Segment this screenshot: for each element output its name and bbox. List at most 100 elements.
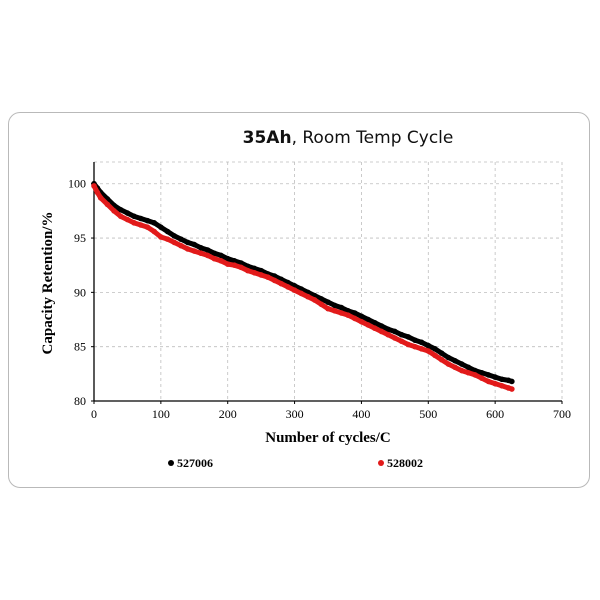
data-point-528002-260	[265, 274, 271, 280]
data-point-528002-140	[184, 246, 191, 252]
data-point-528002-600	[492, 380, 498, 387]
series-527006	[91, 180, 515, 385]
x-tick-label-300: 300	[286, 407, 304, 421]
data-point-528002-430	[378, 328, 385, 335]
data-point-528002-240	[251, 270, 258, 276]
data-point-527006-130	[178, 236, 184, 242]
data-point-528002-625	[509, 386, 515, 392]
series-528002	[91, 183, 515, 392]
data-point-528002-160	[198, 250, 204, 257]
data-point-528002-590	[485, 378, 492, 385]
tick-labels: 0 100 200 300 400 500 600 700 80 85 90 95 100	[68, 177, 571, 421]
series-group	[91, 180, 515, 392]
data-point-527006-450	[392, 328, 398, 335]
data-point-528002-40	[117, 213, 124, 220]
data-point-527006-580	[478, 369, 485, 376]
data-point-527006-480	[412, 337, 418, 343]
data-point-528002-540	[452, 364, 458, 371]
data-point-527006-50	[124, 210, 131, 216]
legend-item-528002: 528002	[378, 456, 423, 470]
data-point-528002-120	[171, 239, 178, 246]
data-point-528002-200	[224, 261, 231, 267]
data-point-527006-170	[204, 247, 211, 253]
data-point-528002-220	[238, 264, 244, 271]
data-point-527006-610	[499, 376, 505, 383]
data-point-527006-70	[138, 215, 144, 222]
legend: 527006 528002	[168, 456, 423, 470]
data-point-527006-160	[198, 245, 204, 251]
axes	[93, 162, 562, 402]
data-point-527006-370	[338, 304, 345, 311]
legend-marker-528002	[378, 460, 384, 466]
data-point-528002-70	[138, 222, 144, 228]
data-point-528002-100	[158, 234, 164, 240]
data-point-528002-80	[144, 224, 151, 230]
data-point-527006-90	[151, 220, 157, 226]
data-point-528002-5	[94, 189, 101, 196]
data-point-527006-150	[191, 241, 198, 248]
data-point-528002-300	[291, 287, 298, 293]
data-point-527006-100	[158, 224, 164, 230]
data-point-528002-440	[385, 331, 391, 338]
data-point-528002-270	[271, 277, 278, 284]
x-tick-label-600: 600	[486, 407, 504, 421]
data-point-527006-210	[231, 258, 238, 264]
data-point-528002-380	[345, 312, 351, 318]
x-tick-label-100: 100	[152, 407, 170, 421]
data-point-528002-290	[285, 284, 291, 290]
data-point-528002-390	[351, 315, 358, 322]
chart-title-bold: 35Ah	[243, 128, 292, 148]
data-point-528002-340	[318, 301, 325, 308]
data-point-528002-530	[445, 361, 452, 367]
data-point-528002-50	[124, 216, 131, 223]
legend-label-528002: 528002	[387, 456, 423, 470]
data-point-527006-350	[325, 299, 331, 305]
data-point-528002-490	[418, 346, 425, 352]
data-point-527006-410	[365, 316, 371, 323]
data-point-528002-370	[338, 310, 345, 316]
chart-card	[8, 112, 590, 488]
data-point-527006-550	[458, 361, 465, 367]
x-tick-label-0: 0	[91, 407, 97, 421]
legend-label-527006: 527006	[177, 456, 213, 470]
x-axis-label: Number of cycles/C	[265, 430, 391, 446]
data-point-528002-450	[392, 335, 398, 341]
data-point-527006-560	[465, 364, 472, 371]
data-point-528002-10	[97, 195, 104, 201]
data-point-528002-500	[425, 348, 432, 354]
data-point-527006-540	[452, 358, 458, 364]
chart-title: 35Ah, Room Temp Cycle	[243, 128, 454, 148]
data-point-528002-210	[231, 262, 238, 269]
data-point-528002-410	[365, 322, 371, 328]
data-point-528002-330	[311, 297, 318, 303]
x-tick-label-200: 200	[219, 407, 237, 421]
data-point-527006-360	[331, 302, 338, 309]
y-axis-label: Capacity Retention/%	[40, 212, 56, 355]
data-point-527006-590	[485, 372, 492, 378]
legend-marker-527006	[168, 460, 174, 466]
data-point-527006-625	[509, 378, 515, 385]
data-point-527006-200	[224, 255, 231, 262]
data-point-528002-110	[164, 236, 171, 242]
data-point-527006-180	[211, 250, 218, 257]
data-point-528002-550	[458, 367, 465, 374]
y-tick-label-80: 80	[74, 394, 86, 408]
data-point-528002-480	[412, 343, 418, 350]
x-tick-label-500: 500	[419, 407, 437, 421]
data-point-527006-400	[358, 313, 365, 320]
data-point-528002-30	[111, 208, 117, 214]
data-point-528002-610	[499, 382, 505, 389]
y-tick-label-85: 85	[74, 340, 86, 354]
data-point-528002-510	[432, 352, 438, 359]
data-point-527006-60	[131, 213, 137, 220]
data-point-528002-420	[372, 325, 378, 332]
legend-item-527006: 527006	[168, 456, 213, 470]
data-point-527006-110	[164, 228, 171, 235]
data-point-528002-180	[211, 255, 218, 262]
data-point-527006-140	[184, 239, 191, 246]
data-point-528002-320	[305, 293, 311, 300]
data-point-527006-190	[218, 252, 224, 259]
data-point-528002-460	[398, 338, 405, 345]
data-point-527006-490	[418, 339, 425, 346]
